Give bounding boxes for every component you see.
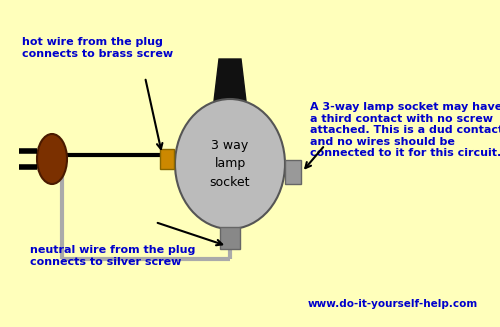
- Bar: [220, 227, 240, 249]
- Bar: [285, 160, 301, 184]
- Ellipse shape: [175, 99, 285, 229]
- Text: neutral wire from the plug
connects to silver screw: neutral wire from the plug connects to s…: [30, 245, 196, 267]
- Text: www.do-it-yourself-help.com: www.do-it-yourself-help.com: [308, 299, 478, 309]
- Polygon shape: [214, 59, 246, 101]
- Text: A 3-way lamp socket may have
a third contact with no screw
attached. This is a d: A 3-way lamp socket may have a third con…: [310, 102, 500, 158]
- Text: hot wire from the plug
connects to brass screw: hot wire from the plug connects to brass…: [22, 37, 173, 59]
- Bar: [160, 149, 174, 169]
- Text: 3 way
lamp
socket: 3 way lamp socket: [210, 139, 250, 190]
- Ellipse shape: [37, 134, 67, 184]
